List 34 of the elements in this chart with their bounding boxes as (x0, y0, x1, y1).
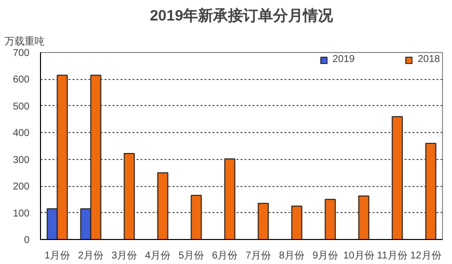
bar (157, 172, 168, 240)
bar (190, 194, 202, 240)
bar (392, 116, 403, 240)
x-tick-label: 5月份 (178, 250, 204, 262)
legend-label: 2018 (418, 54, 440, 65)
x-tick-label: 7月份 (245, 250, 272, 262)
x-tick-label: 8月份 (278, 250, 305, 262)
x-tick-label: 12月份 (410, 250, 442, 262)
bar (324, 198, 336, 240)
bar (258, 202, 269, 240)
x-tick-label: 10月份 (343, 250, 374, 262)
y-tick-label: 600 (12, 74, 30, 86)
x-tick-label: 11月份 (377, 250, 408, 262)
y-tick-label: 300 (12, 154, 30, 166)
x-tick-label: 9月份 (312, 250, 338, 262)
x-tick-label: 3月份 (111, 250, 138, 262)
legend-label: 2019 (332, 54, 355, 65)
y-tick-label: 0 (24, 235, 30, 246)
bar (358, 195, 370, 240)
y-axis-title: 万载重吨 (4, 36, 44, 48)
x-tick-label: 4月份 (144, 250, 171, 262)
bar (291, 206, 302, 240)
y-tick-label: 400 (12, 128, 30, 140)
bar (425, 142, 436, 240)
x-tick-label: 6月份 (212, 250, 238, 262)
y-tick-label: 500 (12, 101, 30, 112)
bar (224, 158, 236, 240)
y-tick-label: 200 (12, 182, 30, 193)
chart-title: 2019年新承接订单分月情况 (150, 6, 334, 24)
bar (124, 152, 135, 240)
y-tick-label: 100 (12, 208, 30, 220)
x-tick-label: 2月份 (78, 250, 104, 262)
y-tick-label: 700 (12, 48, 30, 59)
x-tick-label: 1月份 (44, 250, 70, 262)
